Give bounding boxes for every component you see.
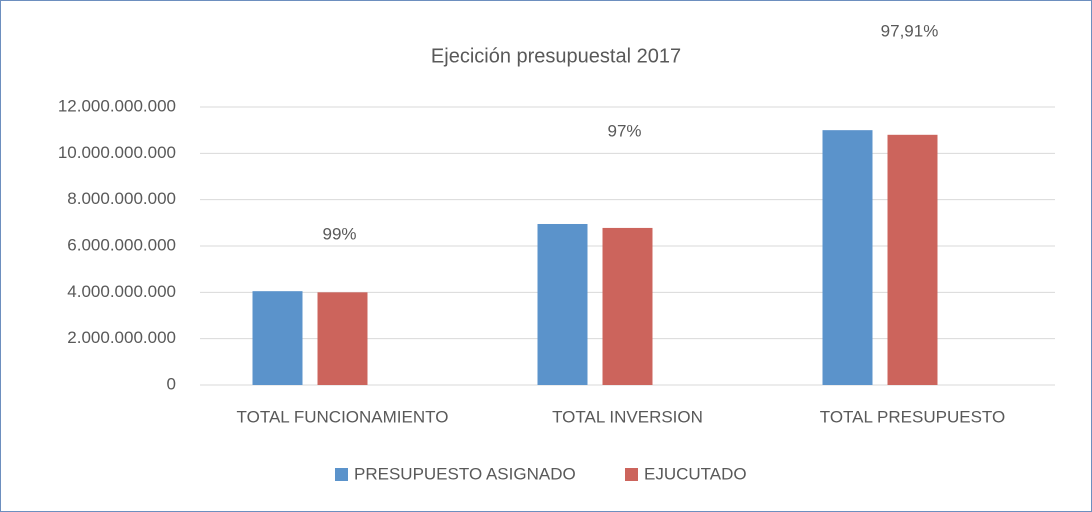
- legend-label: PRESUPUESTO ASIGNADO: [354, 464, 576, 483]
- annotation: 97,91%: [881, 21, 939, 40]
- bar: [252, 291, 303, 385]
- y-tick-label: 2.000.000.000: [67, 328, 176, 347]
- legend-swatch: [335, 468, 348, 481]
- legend-label: EJUCUTADO: [644, 464, 747, 483]
- bar: [537, 223, 588, 385]
- legend-swatch: [625, 468, 638, 481]
- y-tick-label: 10.000.000.000: [58, 143, 176, 162]
- x-tick-label: TOTAL PRESUPUESTO: [820, 407, 1005, 426]
- y-tick-label: 12.000.000.000: [58, 96, 176, 115]
- annotation: 97%: [607, 121, 641, 140]
- bar: [602, 227, 653, 385]
- bar: [317, 292, 368, 385]
- annotation: 99%: [322, 224, 356, 243]
- x-tick-label: TOTAL INVERSION: [552, 407, 703, 426]
- y-tick-label: 0: [167, 374, 176, 393]
- chart-title: Ejecición presupuestal 2017: [431, 45, 681, 67]
- x-tick-label: TOTAL FUNCIONAMIENTO: [237, 407, 449, 426]
- y-tick-label: 4.000.000.000: [67, 282, 176, 301]
- y-tick-label: 6.000.000.000: [67, 235, 176, 254]
- y-tick-label: 8.000.000.000: [67, 189, 176, 208]
- bar: [887, 134, 938, 385]
- bar: [822, 130, 873, 385]
